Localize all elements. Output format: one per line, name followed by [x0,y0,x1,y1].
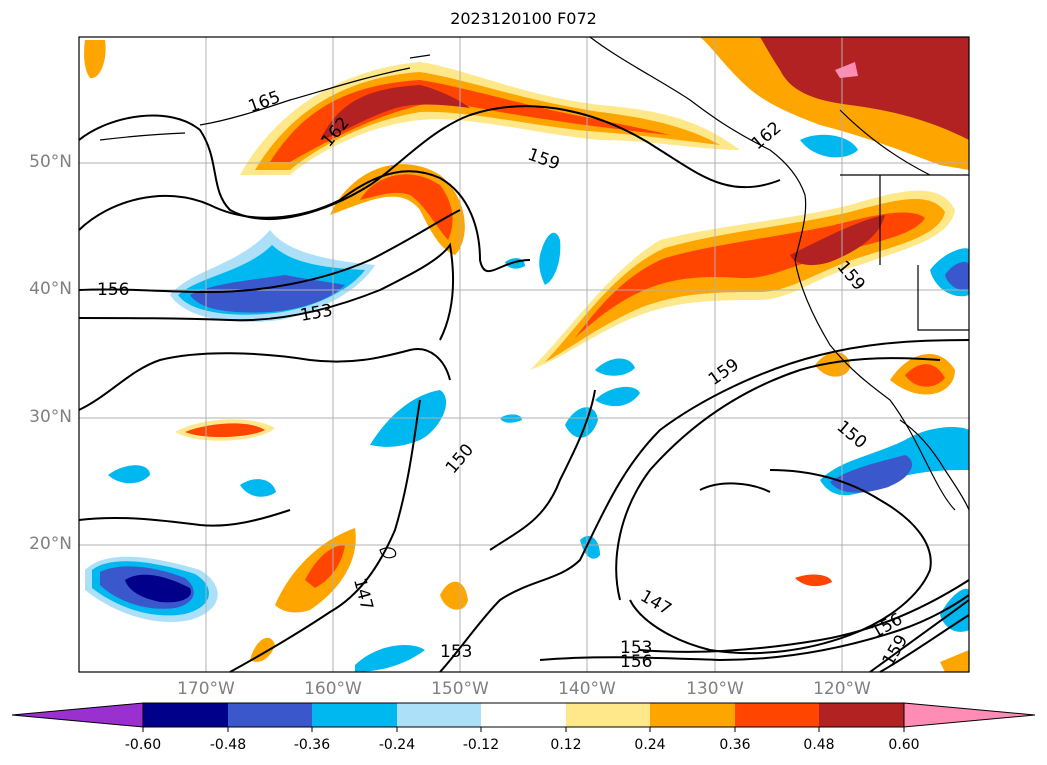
negative-anomaly-region [190,275,345,313]
positive-anomaly-region [790,215,885,266]
positive-anomaly-region [905,364,945,387]
colorbar-tick-label: 0.48 [803,737,835,753]
lon-label: 120°W [813,679,871,699]
lon-label: 130°W [686,679,744,699]
positive-anomaly-region [250,637,275,662]
contour-label: 156 [97,280,129,300]
negative-anomaly-region [125,574,191,603]
lon-label: 150°W [431,679,489,699]
anomaly-fill-layer [84,37,969,672]
lat-label: 50°N [29,152,72,172]
coastlines [99,36,970,559]
colorbar-tick-label: 0.24 [634,737,666,753]
positive-anomaly-region [795,574,832,587]
lat-label: 40°N [29,279,72,299]
negative-anomaly-region [500,414,522,423]
negative-anomaly-region [800,134,858,158]
map-title: 2023120100 F072 [450,9,597,28]
positive-anomaly-region [185,423,265,438]
svg-text:153: 153 [620,638,652,658]
negative-anomaly-region [240,479,276,497]
lon-label: 170°W [177,679,235,699]
negative-anomaly-region [595,386,640,407]
negative-anomaly-region [580,535,600,559]
lon-label: 160°W [304,679,362,699]
negative-anomaly-region [539,232,561,285]
colorbar-tick-label: 0.12 [550,737,582,753]
negative-anomaly-region [108,465,150,484]
colorbar-tick-label: 0.60 [888,737,920,753]
positive-anomaly-region [360,174,453,240]
contour-label: 156 [620,652,652,672]
contour-label: 153 [440,642,472,662]
negative-anomaly-region [355,645,425,672]
lat-lon-grid [79,37,969,672]
colorbar-tick-label: -0.48 [209,737,247,753]
negative-anomaly-region [595,358,635,376]
height-contours [78,105,970,673]
positive-anomaly-region [440,581,468,610]
negative-anomaly-region [830,455,913,493]
positive-anomaly-region [305,545,345,588]
colorbar-tick-label: -0.60 [124,737,162,753]
colorbar-tick-label: -0.24 [378,737,416,753]
lat-label: 30°N [29,407,72,427]
colorbar-tick-label: -0.36 [293,737,331,753]
positive-anomaly-region [760,37,969,140]
positive-anomaly-region [835,62,858,78]
colorbar-tick-label: 0.36 [719,737,751,753]
colorbar-tick-label: -0.12 [462,737,500,753]
positive-anomaly-region [320,85,470,140]
lon-label: 140°W [558,679,616,699]
negative-anomaly-region [945,262,969,291]
map-frame [78,36,970,673]
positive-anomaly-region [84,40,106,79]
lat-label: 20°N [29,534,72,554]
positive-anomaly-region [940,650,969,672]
